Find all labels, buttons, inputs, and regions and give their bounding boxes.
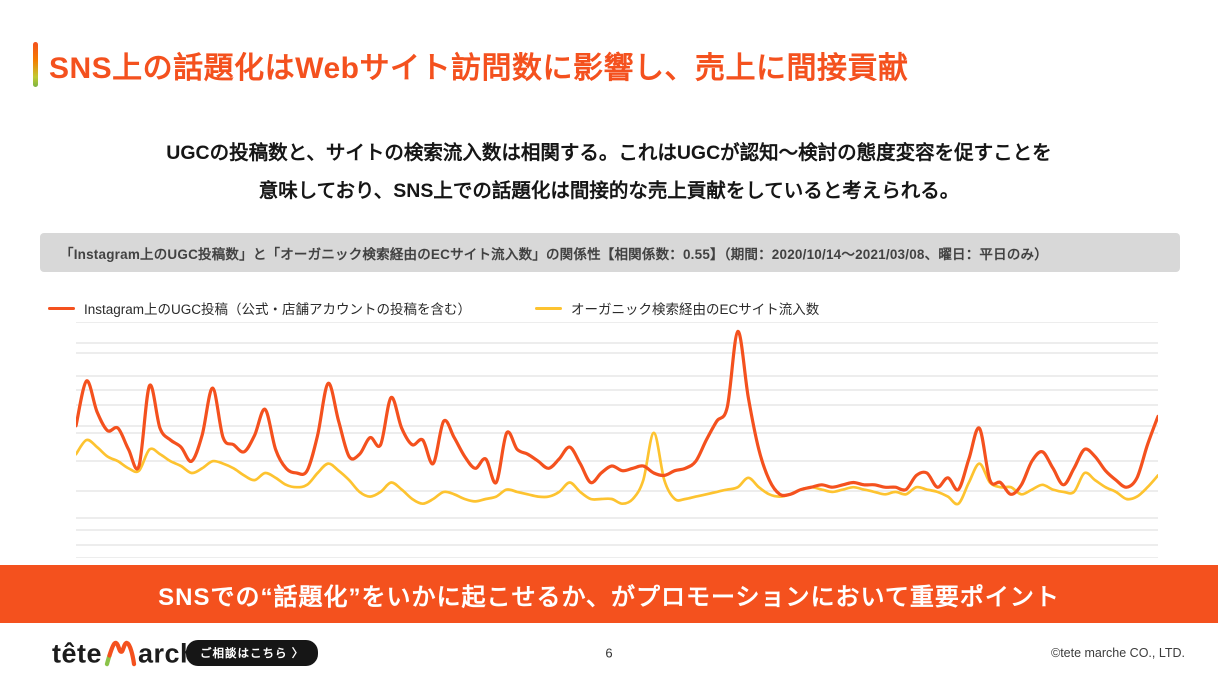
organic-series-line [74,431,1160,506]
footer: tête arche ご相談はこちら 〉 6 ©tete marche CO.,… [0,623,1218,682]
page-number: 6 [605,645,613,660]
page-title: SNS上の話題化はWebサイト訪問数に影響し、売上に間接貢献 [49,51,909,85]
ugc-series-label: Instagram上のUGC投稿（公式・店舗アカウントの投稿を含む） [84,302,472,317]
consultation-cta-button[interactable]: ご相談はこちら 〉 [186,639,319,666]
key-message-banner: SNSでの“話題化”をいかに起こせるか、がプロモーションにおいて重要ポイント [0,565,1218,623]
line-chart-canvas [74,321,1160,559]
legend-item-organic: オーガニック検索経由のECサイト流入数 [535,298,819,318]
correlation-chart [74,321,1160,559]
logo-text-left: tête [52,638,103,668]
subtitle-line-2: 意味しており、SNS上での話題化は間接的な売上貢献をしていると考えられる。 [258,180,960,202]
subtitle-line-1: UGCの投稿数と、サイトの検索流入数は相関する。これはUGCが認知〜検討の態度変… [166,142,1052,164]
subtitle: UGCの投稿数と、サイトの検索流入数は相関する。これはUGCが認知〜検討の態度変… [0,134,1218,210]
chart-caption-bar: 「Instagram上のUGC投稿数」と「オーガニック検索経由のECサイト流入数… [40,233,1180,272]
copyright-text: ©tete marche CO., LTD. [1050,645,1185,660]
legend-item-ugc: Instagram上のUGC投稿（公式・店舗アカウントの投稿を含む） [48,298,471,318]
chart-legend: Instagram上のUGC投稿（公式・店舗アカウントの投稿を含む） オーガニッ… [48,298,819,318]
ugc-series-swatch [48,306,75,310]
key-message-text: SNSでの“話題化”をいかに起こせるか、がプロモーションにおいて重要ポイント [158,583,1060,611]
title-accent-bar [33,42,38,87]
title-block: SNS上の話題化はWebサイト訪問数に影響し、売上に間接貢献 [33,42,908,87]
crown-m-icon [104,640,137,666]
organic-series-swatch [535,306,563,310]
chart-caption-text: 「Instagram上のUGC投稿数」と「オーガニック検索経由のECサイト流入数… [60,246,1048,262]
ugc-series-line [74,329,1160,498]
organic-series-label: オーガニック検索経由のECサイト流入数 [571,302,820,317]
